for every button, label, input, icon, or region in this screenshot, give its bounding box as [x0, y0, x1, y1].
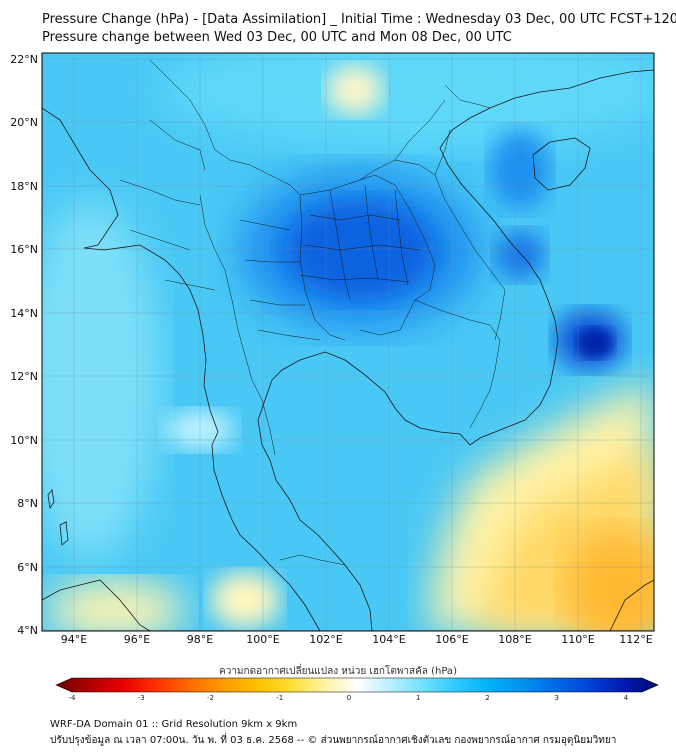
lat-label: 16°N	[10, 243, 38, 256]
lat-label: 20°N	[10, 116, 38, 129]
lat-label: 4°N	[17, 624, 38, 637]
lon-label: 96°E	[124, 633, 150, 646]
colorbar-tick-label: -4	[69, 694, 77, 702]
lon-label: 112°E	[619, 633, 652, 646]
colorbar-tick-label: -1	[276, 694, 283, 702]
colorbar-tick-label: 3	[555, 694, 559, 702]
lon-label: 98°E	[187, 633, 213, 646]
lon-label: 104°E	[372, 633, 405, 646]
colorbar-tick-label: 2	[485, 694, 489, 702]
lat-label: 10°N	[10, 434, 38, 447]
colorbar-ticks: -4 -3 -2 -1 0 1 2 3 4	[69, 694, 629, 702]
lon-label: 100°E	[246, 633, 279, 646]
colorbar-tick-label: 1	[416, 694, 420, 702]
map-title: Pressure Change (hPa) - [Data Assimilati…	[42, 12, 676, 27]
colorbar-tick-label: 4	[624, 694, 629, 702]
lon-label: 102°E	[309, 633, 342, 646]
lat-label: 22°N	[10, 53, 38, 66]
longitude-labels: 94°E 96°E 98°E 100°E 102°E 104°E 106°E 1…	[61, 633, 653, 646]
lon-label: 110°E	[561, 633, 594, 646]
footer-credits: ปรับปรุงข้อมูล ณ เวลา 07:00น. วัน พ. ที่…	[50, 735, 617, 746]
footer-domain-info: WRF-DA Domain 01 :: Grid Resolution 9km …	[50, 719, 298, 730]
lat-label: 12°N	[10, 370, 38, 383]
map-subtitle: Pressure change between Wed 03 Dec, 00 U…	[42, 30, 512, 45]
pressure-field	[42, 53, 654, 631]
colorbar-title: ความกดอากาศเปลี่ยนแปลง หน่วย เฮกโตพาสคัล…	[219, 666, 457, 677]
colorbar-tick-label: -2	[207, 694, 214, 702]
colorbar: -4 -3 -2 -1 0 1 2 3 4	[55, 677, 659, 702]
lat-label: 18°N	[10, 180, 38, 193]
borders	[119, 59, 506, 566]
lat-label: 8°N	[17, 497, 38, 510]
lon-label: 106°E	[435, 633, 468, 646]
colorbar-tick-label: -3	[138, 694, 145, 702]
lat-label: 6°N	[17, 561, 38, 574]
lon-label: 94°E	[61, 633, 87, 646]
latitude-labels: 22°N 20°N 18°N 16°N 14°N 12°N 10°N 8°N 6…	[10, 53, 38, 637]
colorbar-tick-label: 0	[347, 694, 351, 702]
coastlines	[42, 69, 654, 631]
colorbar-bar	[55, 677, 659, 693]
map-frame	[41, 52, 655, 632]
lon-label: 108°E	[498, 633, 531, 646]
lat-label: 14°N	[10, 307, 38, 320]
